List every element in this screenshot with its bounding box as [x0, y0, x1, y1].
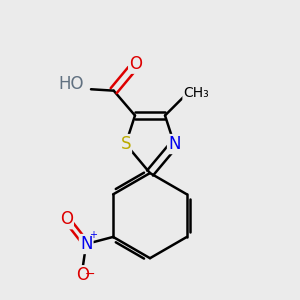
Text: O: O [76, 266, 89, 284]
Text: HO: HO [58, 75, 84, 93]
Text: N: N [168, 135, 181, 153]
Text: O: O [60, 210, 73, 228]
Text: CH₃: CH₃ [183, 86, 209, 100]
Text: S: S [121, 135, 131, 153]
Text: +: + [89, 230, 97, 240]
Text: N: N [80, 235, 92, 253]
Text: −: − [85, 268, 96, 281]
Text: O: O [129, 55, 142, 73]
